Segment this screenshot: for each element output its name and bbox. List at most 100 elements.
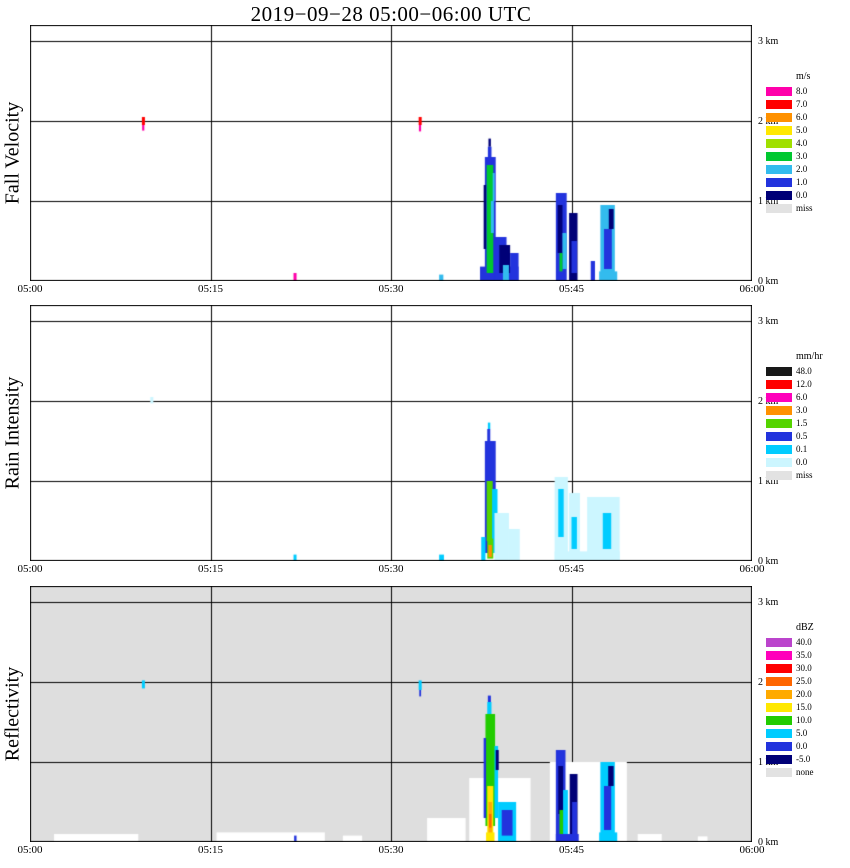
legend-item: 12.0 xyxy=(766,378,850,391)
panel-axis-title: Fall Velocity xyxy=(1,101,24,205)
legend: dBZ 40.0 35.0 30.0 25.0 20.0 15.0 10.0 5.0 0.0 -5… xyxy=(766,622,850,779)
legend-item: 3.0 xyxy=(766,404,850,417)
legend-swatch xyxy=(766,768,792,777)
legend-item: 0.0 xyxy=(766,189,850,202)
time-axis: 05:00 05:15 05:30 05:45 06:00 xyxy=(0,283,810,297)
x-tick-label: 05:15 xyxy=(197,563,224,575)
legend-label: miss xyxy=(796,470,813,480)
legend-label: none xyxy=(796,767,814,777)
plot-area xyxy=(30,586,752,842)
legend-item: 0.0 xyxy=(766,456,850,469)
legend-label: 12.0 xyxy=(796,379,812,389)
legend-item: 4.0 xyxy=(766,137,850,150)
legend-label: 0.0 xyxy=(796,457,808,467)
y-tick-label: 3 km xyxy=(758,316,779,327)
legend-item: 0.5 xyxy=(766,430,850,443)
legend-item: 2.0 xyxy=(766,163,850,176)
legend-swatch xyxy=(766,204,792,213)
legend-swatch xyxy=(766,755,792,764)
y-tick-label: 0 km xyxy=(758,556,779,567)
legend-label: 1.5 xyxy=(796,418,808,428)
time-axis: 05:00 05:15 05:30 05:45 06:00 xyxy=(0,844,810,858)
x-tick-label: 06:00 xyxy=(739,563,765,575)
legend-swatch xyxy=(766,703,792,712)
legend-item: 30.0 xyxy=(766,662,850,675)
panel-axis-title-box: Reflectivity xyxy=(0,586,26,842)
legend-item: 1.5 xyxy=(766,417,850,430)
legend-swatch xyxy=(766,406,792,415)
heatmap-canvas xyxy=(30,25,752,281)
legend-label: 6.0 xyxy=(796,112,808,122)
legend-swatch xyxy=(766,165,792,174)
legend-item: 6.0 xyxy=(766,391,850,404)
legend-label: 35.0 xyxy=(796,650,812,660)
legend-label: 1.0 xyxy=(796,177,808,187)
y-tick-label: 0 km xyxy=(758,837,779,848)
legend-swatch xyxy=(766,191,792,200)
legend-item: 25.0 xyxy=(766,675,850,688)
legend-units: dBZ xyxy=(796,622,814,633)
panel-axis-title: Rain Intensity xyxy=(1,376,24,490)
legend-item: 5.0 xyxy=(766,124,850,137)
legend-label: 3.0 xyxy=(796,151,808,161)
legend-swatch xyxy=(766,638,792,647)
legend-label: 0.5 xyxy=(796,431,808,441)
legend-item: 6.0 xyxy=(766,111,850,124)
x-tick-label: 05:30 xyxy=(378,563,404,575)
legend-item: 3.0 xyxy=(766,150,850,163)
page-title: 2019−09−28 05:00−06:00 UTC xyxy=(250,2,532,26)
x-tick-label: 05:00 xyxy=(17,844,43,856)
legend-swatch xyxy=(766,393,792,402)
legend-label: -5.0 xyxy=(796,754,811,764)
legend-label: 2.0 xyxy=(796,164,808,174)
plot-area xyxy=(30,305,752,561)
x-tick-label: 05:00 xyxy=(17,283,43,295)
legend-item: 35.0 xyxy=(766,649,850,662)
legend-item: 8.0 xyxy=(766,85,850,98)
legend-swatch xyxy=(766,445,792,454)
legend-item: 40.0 xyxy=(766,636,850,649)
legend-label: 5.0 xyxy=(796,728,808,738)
legend-swatch xyxy=(766,471,792,480)
y-tick-label: 0 km xyxy=(758,276,779,287)
panel-rain-intensity: Rain Intensity 3 km2 km1 km0 km 05:0005:… xyxy=(0,305,850,587)
heatmap-canvas xyxy=(30,586,752,842)
y-tick-label: 1 km xyxy=(758,476,779,487)
y-tick-label: 1 km xyxy=(758,196,779,207)
legend-item: miss xyxy=(766,469,850,482)
legend-label: 48.0 xyxy=(796,366,812,376)
x-tick-label: 05:15 xyxy=(197,844,224,856)
legend-label: miss xyxy=(796,203,813,213)
legend-swatch xyxy=(766,113,792,122)
legend-swatch xyxy=(766,729,792,738)
panel-axis-title-box: Fall Velocity xyxy=(0,25,26,281)
x-tick-label: 05:30 xyxy=(378,283,404,295)
legend: mm/hr 48.0 12.0 6.0 3.0 1.5 0.5 0.1 0.0 miss xyxy=(766,351,850,482)
legend-item: none xyxy=(766,766,850,779)
legend-swatch xyxy=(766,380,792,389)
legend-swatch xyxy=(766,152,792,161)
legend-item: 0.1 xyxy=(766,443,850,456)
legend-label: 30.0 xyxy=(796,663,812,673)
x-tick-label: 05:15 xyxy=(197,283,224,295)
legend-swatch xyxy=(766,716,792,725)
legend-swatch xyxy=(766,432,792,441)
x-tick-label: 05:00 xyxy=(17,563,43,575)
x-tick-label: 06:00 xyxy=(739,283,765,295)
panel-reflectivity: Reflectivity 3 km2 km1 km0 km 05:0005:15… xyxy=(0,586,850,868)
legend-label: 3.0 xyxy=(796,405,808,415)
legend-item: 0.0 xyxy=(766,740,850,753)
legend-swatch xyxy=(766,742,792,751)
legend-swatch xyxy=(766,126,792,135)
x-tick-label: 05:45 xyxy=(558,563,585,575)
panel-fall-velocity: Fall Velocity 3 km2 km1 km0 km 05:0005:1… xyxy=(0,25,850,307)
legend-item: 20.0 xyxy=(766,688,850,701)
legend-label: 10.0 xyxy=(796,715,812,725)
legend-label: 0.0 xyxy=(796,190,808,200)
legend-item: -5.0 xyxy=(766,753,850,766)
legend-item: 5.0 xyxy=(766,727,850,740)
y-tick-label: 3 km xyxy=(758,36,779,47)
legend-label: 0.0 xyxy=(796,741,808,751)
legend-item: 1.0 xyxy=(766,176,850,189)
